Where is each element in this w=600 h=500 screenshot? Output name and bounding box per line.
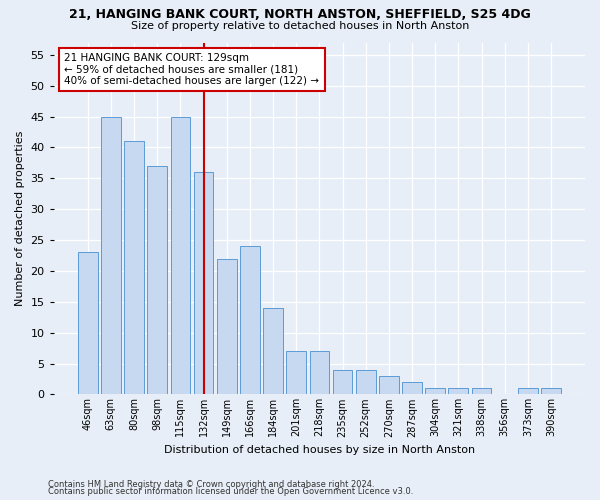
Bar <box>263 308 283 394</box>
Bar <box>518 388 538 394</box>
Bar <box>194 172 214 394</box>
Bar <box>286 351 306 395</box>
Bar <box>356 370 376 394</box>
Bar <box>310 351 329 395</box>
Bar <box>148 166 167 394</box>
Bar <box>541 388 561 394</box>
Bar <box>217 258 236 394</box>
Bar <box>332 370 352 394</box>
Bar <box>379 376 398 394</box>
Bar <box>402 382 422 394</box>
Text: Contains public sector information licensed under the Open Government Licence v3: Contains public sector information licen… <box>48 487 413 496</box>
Bar <box>170 116 190 394</box>
X-axis label: Distribution of detached houses by size in North Anston: Distribution of detached houses by size … <box>164 445 475 455</box>
Bar <box>425 388 445 394</box>
Text: Size of property relative to detached houses in North Anston: Size of property relative to detached ho… <box>131 21 469 31</box>
Bar <box>124 142 144 394</box>
Bar <box>240 246 260 394</box>
Bar <box>78 252 98 394</box>
Text: 21, HANGING BANK COURT, NORTH ANSTON, SHEFFIELD, S25 4DG: 21, HANGING BANK COURT, NORTH ANSTON, SH… <box>69 8 531 20</box>
Text: 21 HANGING BANK COURT: 129sqm
← 59% of detached houses are smaller (181)
40% of : 21 HANGING BANK COURT: 129sqm ← 59% of d… <box>64 53 319 86</box>
Bar <box>101 116 121 394</box>
Bar <box>472 388 491 394</box>
Text: Contains HM Land Registry data © Crown copyright and database right 2024.: Contains HM Land Registry data © Crown c… <box>48 480 374 489</box>
Bar <box>448 388 468 394</box>
Y-axis label: Number of detached properties: Number of detached properties <box>15 131 25 306</box>
